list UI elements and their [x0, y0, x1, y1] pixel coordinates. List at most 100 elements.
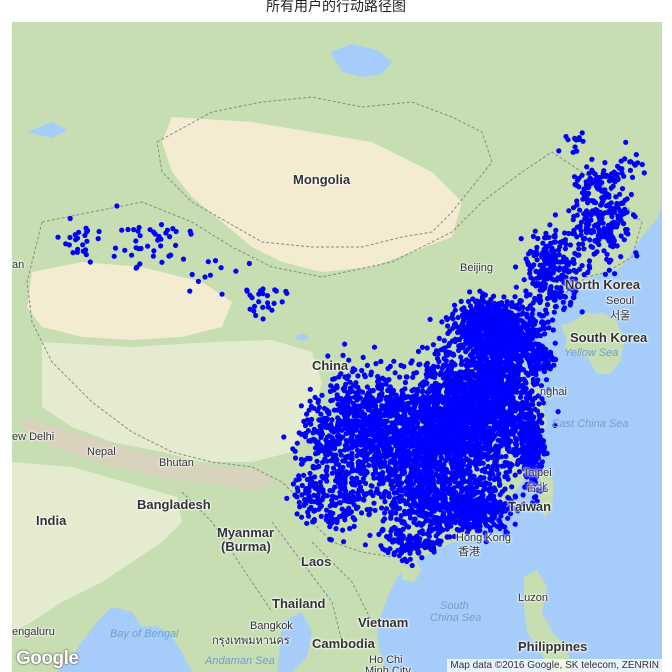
location-point: [524, 350, 530, 357]
location-point: [465, 425, 472, 431]
location-point: [337, 448, 343, 454]
location-point: [505, 462, 511, 468]
location-point: [465, 419, 471, 425]
location-point: [521, 389, 528, 395]
location-point: [453, 465, 459, 471]
location-point: [411, 459, 417, 465]
location-point: [487, 433, 493, 439]
location-point: [517, 298, 523, 304]
location-point: [453, 474, 459, 481]
location-point: [427, 467, 433, 474]
location-point: [482, 377, 488, 383]
location-point: [449, 406, 455, 412]
location-point: [408, 469, 414, 475]
location-point: [514, 362, 520, 368]
location-point: [571, 260, 577, 266]
location-point: [360, 459, 366, 465]
location-point: [439, 319, 445, 325]
location-point: [606, 230, 612, 236]
location-point: [408, 395, 414, 401]
location-point: [414, 430, 420, 436]
location-point: [436, 495, 443, 501]
location-point: [577, 207, 583, 213]
location-point: [512, 441, 518, 447]
location-point: [425, 430, 431, 436]
location-point: [479, 393, 485, 400]
location-point: [442, 380, 448, 386]
location-point: [398, 362, 404, 368]
location-point: [328, 383, 334, 389]
location-point: [614, 243, 620, 249]
location-point: [379, 375, 386, 381]
location-point: [581, 195, 587, 201]
location-point: [622, 210, 628, 216]
location-point: [484, 446, 490, 452]
location-point: [491, 332, 498, 338]
location-point: [623, 227, 629, 233]
location-point: [448, 366, 454, 372]
location-point: [517, 354, 523, 360]
location-point: [362, 429, 368, 435]
location-point: [391, 358, 397, 364]
map-canvas[interactable]: Mongolia North Korea Seoul 서울 South Kore…: [12, 22, 662, 672]
location-point: [448, 446, 454, 452]
location-point: [536, 345, 543, 351]
location-point: [420, 477, 426, 483]
location-point: [465, 346, 471, 352]
location-point: [530, 307, 536, 313]
location-point: [506, 448, 512, 454]
location-point: [372, 507, 378, 513]
location-point: [583, 190, 589, 196]
location-point: [379, 390, 385, 396]
location-point: [465, 406, 471, 412]
location-point: [414, 391, 420, 398]
location-point: [429, 448, 435, 454]
location-point: [339, 404, 345, 411]
location-point: [451, 396, 457, 402]
location-point: [540, 400, 547, 406]
location-point: [454, 457, 460, 463]
location-point: [481, 299, 487, 305]
location-point: [450, 441, 456, 447]
location-point: [593, 237, 599, 243]
location-point: [407, 416, 414, 422]
location-point: [420, 388, 426, 394]
location-point: [439, 474, 445, 480]
location-point: [513, 264, 519, 270]
location-point: [494, 467, 500, 473]
location-point: [441, 355, 447, 362]
location-point: [530, 326, 536, 333]
location-point: [489, 371, 495, 377]
location-point: [454, 434, 460, 440]
location-point: [472, 422, 478, 428]
location-point: [469, 355, 475, 361]
location-point: [496, 379, 502, 385]
location-point: [576, 252, 582, 258]
location-point: [552, 232, 558, 238]
location-point: [558, 289, 564, 295]
location-point: [467, 312, 473, 318]
location-point: [581, 211, 587, 217]
location-point: [468, 431, 474, 438]
location-point: [452, 307, 458, 313]
location-point: [633, 250, 639, 256]
location-point: [441, 338, 447, 344]
location-point: [370, 428, 376, 434]
location-point: [331, 407, 337, 413]
location-point: [579, 309, 585, 315]
location-point: [423, 450, 429, 457]
location-point: [391, 490, 397, 496]
location-point: [434, 461, 440, 467]
location-point: [529, 389, 535, 395]
location-point: [349, 388, 355, 394]
location-point: [449, 457, 455, 464]
location-point: [438, 407, 444, 413]
location-point: [380, 518, 386, 524]
location-point: [375, 378, 381, 385]
location-point: [503, 346, 509, 352]
location-point: [430, 342, 436, 348]
location-point: [431, 433, 437, 439]
location-point: [307, 398, 313, 404]
location-point: [581, 246, 587, 252]
location-point: [373, 470, 379, 476]
